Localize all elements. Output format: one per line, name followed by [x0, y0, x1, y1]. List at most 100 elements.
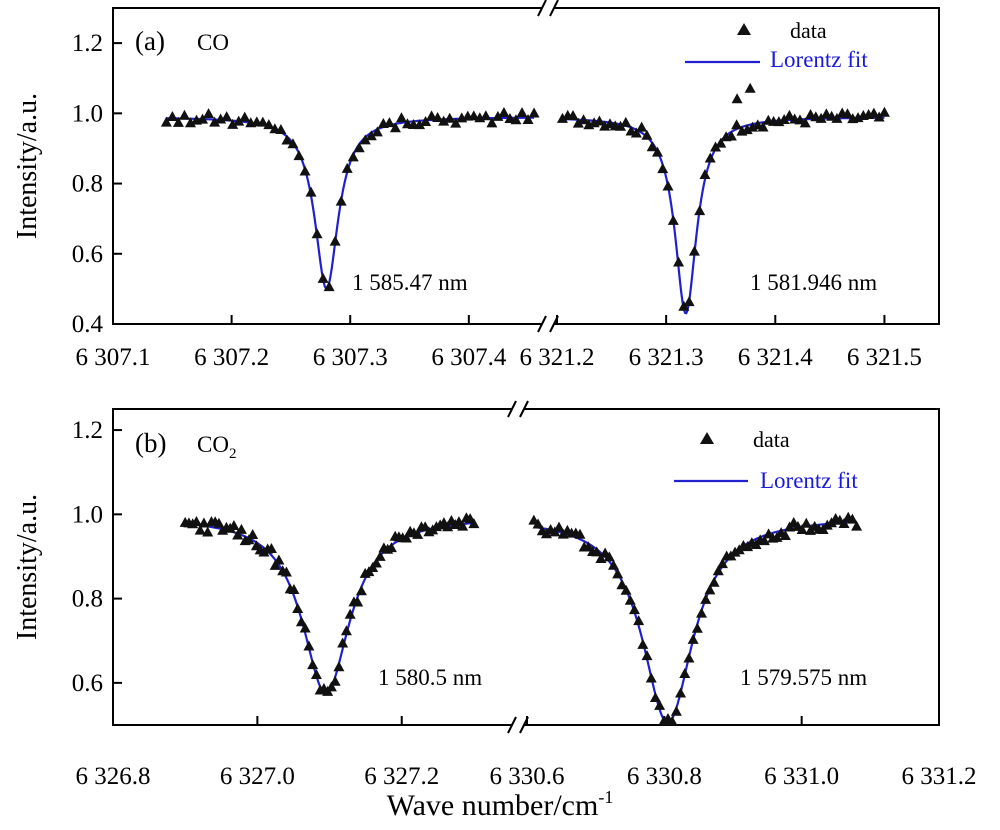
data-point	[184, 117, 196, 128]
data-point	[178, 109, 190, 120]
panel-a-species: CO	[197, 30, 229, 55]
data-point	[202, 526, 214, 537]
data-point	[778, 114, 790, 125]
data-point	[620, 584, 632, 595]
data-point	[779, 530, 791, 541]
x-tick-label: 6 327.0	[220, 763, 295, 790]
data-point	[203, 108, 215, 119]
data-point	[799, 117, 811, 128]
data-point	[353, 142, 365, 153]
data-point	[287, 138, 299, 149]
y-tick-label: 1.0	[72, 100, 103, 127]
legend-b: data Lorentz fit	[674, 427, 858, 493]
data-point	[615, 120, 627, 131]
data-point	[628, 604, 640, 615]
data-point	[683, 296, 695, 307]
panel-a-frame	[112, 7, 940, 325]
data-point	[578, 114, 590, 125]
data-point	[572, 117, 584, 128]
axis-break-gap	[542, 4, 554, 12]
data-point	[649, 692, 661, 703]
data-point	[426, 110, 438, 121]
data-point	[704, 152, 716, 163]
peak-wavelength-label: 1 580.5 nm	[378, 665, 482, 690]
data-point	[233, 115, 245, 126]
data-point	[389, 122, 401, 133]
data-point	[510, 114, 522, 125]
data-point	[624, 594, 636, 605]
data-point	[675, 687, 687, 698]
legend-b-data-label: data	[753, 427, 790, 452]
data-point	[341, 162, 353, 173]
data-point	[800, 517, 812, 528]
data-point	[831, 112, 843, 123]
x-tick-label: 6 321.5	[847, 344, 922, 371]
axis-break-mark	[507, 400, 517, 418]
data-point	[374, 550, 386, 561]
x-axis-title: Wave number/cm-1	[387, 787, 614, 822]
axis-break-gap	[512, 405, 524, 413]
data-point	[414, 119, 426, 130]
panel-1-marks: 0.6 0.8 1.0 1.2 6 326.8 6 327.0 6 327.2 1 580.5…	[72, 400, 977, 790]
data-point	[662, 180, 674, 191]
data-point	[492, 110, 504, 121]
y-tick-label: 1.2	[72, 417, 103, 444]
axis-break-gap	[542, 320, 554, 328]
y-tick-label: 0.4	[72, 311, 104, 338]
data-point	[645, 672, 657, 683]
data-point	[636, 121, 648, 132]
axis-break-mark	[519, 400, 529, 418]
data-point	[395, 112, 407, 123]
data-point	[687, 633, 699, 644]
data-point	[603, 551, 615, 562]
data-point	[444, 112, 456, 123]
data-point	[699, 169, 711, 180]
lorentz-fit-line	[533, 520, 857, 725]
data-point	[641, 650, 653, 661]
panel-a-ylabel: Intensity/a.u.	[12, 93, 43, 239]
data-point	[265, 543, 277, 554]
data-point	[796, 523, 808, 534]
data-point	[247, 528, 259, 539]
data-point	[311, 228, 323, 239]
data-point	[666, 715, 678, 726]
data-point	[480, 110, 492, 121]
data-point	[227, 118, 239, 129]
legend-a-marker	[737, 23, 751, 35]
data-point	[329, 235, 341, 246]
data-point	[457, 520, 469, 531]
data-point	[486, 117, 498, 128]
data-point-outlier	[744, 82, 756, 93]
data-point	[658, 715, 670, 726]
panel-b-ylabel: Intensity/a.u.	[12, 494, 43, 640]
data-point	[371, 126, 383, 137]
data-point	[641, 129, 653, 140]
data-point	[815, 112, 827, 123]
data-point	[868, 107, 880, 118]
y-tick-label: 1.2	[72, 30, 103, 57]
x-tick-label: 6 307.3	[313, 344, 388, 371]
data-point	[213, 517, 225, 528]
data-point	[420, 115, 432, 126]
data-point	[468, 110, 480, 121]
data-point	[556, 112, 568, 123]
data-point	[299, 622, 311, 633]
x-tick-label: 6 321.3	[629, 344, 704, 371]
data-point	[758, 535, 770, 546]
axis-break-mark	[549, 315, 559, 333]
data-point	[715, 137, 727, 148]
x-tick-label: 6 307.1	[76, 344, 151, 371]
data-point	[654, 699, 666, 710]
data-point	[704, 584, 716, 595]
data-point	[172, 116, 184, 127]
data-point	[633, 615, 645, 626]
y-tick-label: 0.6	[72, 241, 103, 268]
panel-a: (a) CO Intensity/a.u.	[12, 7, 940, 325]
data-point	[794, 114, 806, 125]
data-point	[694, 205, 706, 216]
panel-0-marks: 0.4 0.6 0.8 1.0 1.2 6 307.1 6 307.2 6 307.3 6 30…	[72, 0, 922, 371]
data-point	[691, 622, 703, 633]
x-tick-label: 6 327.2	[364, 763, 439, 790]
data-point	[337, 637, 349, 648]
